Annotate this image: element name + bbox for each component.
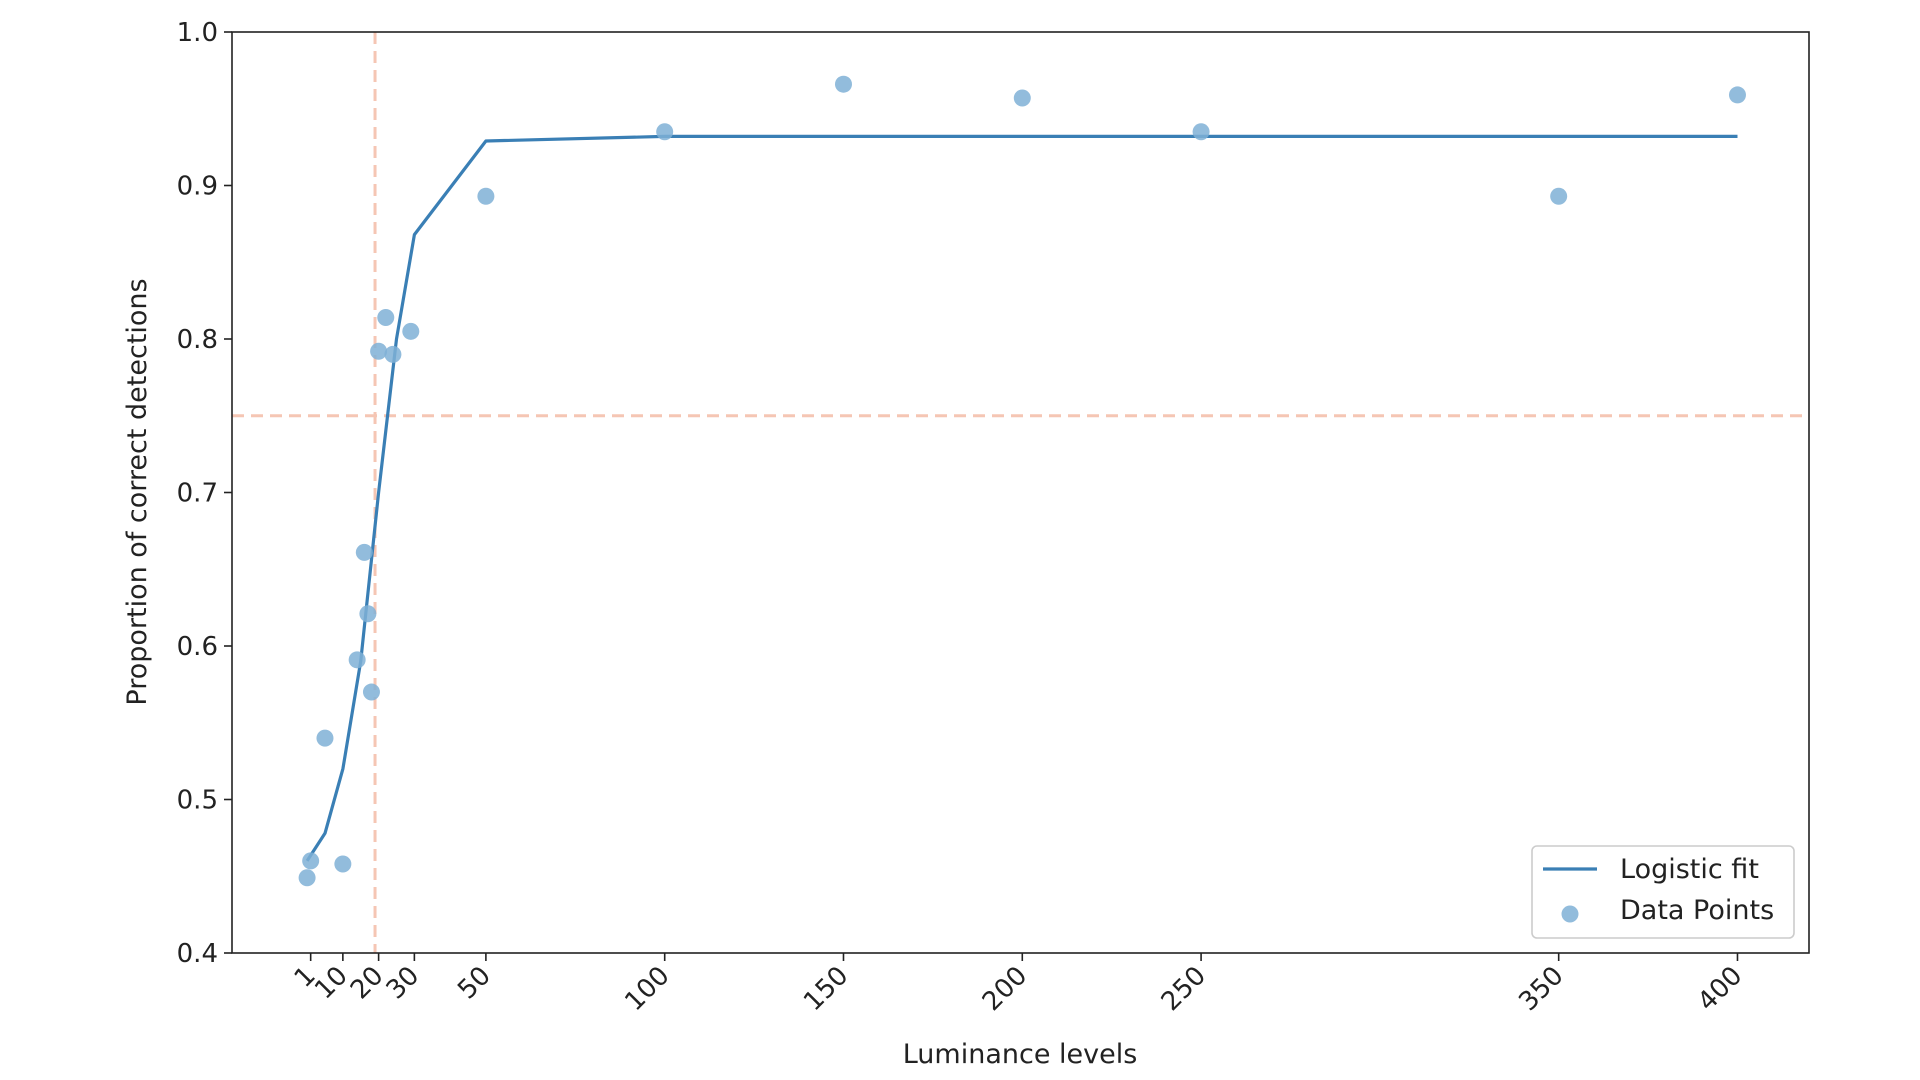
data-point [298, 869, 316, 887]
legend-box [1531, 845, 1795, 939]
logistic-fit-line [305, 134, 1738, 862]
data-point [316, 729, 334, 747]
y-axis-title: Proportion of correct detections [122, 278, 153, 705]
y-tick-label: 0.9 [177, 172, 218, 202]
y-tick-label: 0.6 [177, 632, 218, 662]
x-tick-label: 150 [798, 961, 854, 1017]
x-tick-label: 50 [452, 961, 497, 1006]
x-tick-label: 250 [1156, 961, 1212, 1017]
legend-label-logistic-fit: Logistic fit [1620, 854, 1759, 885]
y-tick-label: 0.5 [177, 786, 218, 816]
plot-area [232, 32, 1809, 953]
x-axis-title: Luminance levels [903, 1039, 1138, 1070]
x-tick-label: 400 [1692, 961, 1748, 1017]
data-points-layer [298, 75, 1746, 887]
data-point [302, 852, 320, 870]
x-tick-label: 100 [619, 961, 675, 1017]
y-tick-label: 0.8 [177, 325, 218, 355]
data-point [834, 75, 852, 93]
data-point [384, 345, 402, 363]
x-tick-label: 200 [977, 961, 1033, 1017]
y-tick-label: 0.7 [177, 479, 218, 509]
legend: Logistic fit Data Points [1531, 845, 1795, 939]
x-tick-label: 350 [1513, 961, 1569, 1017]
data-point [656, 123, 674, 141]
data-point [477, 187, 495, 205]
reference-lines [232, 32, 1809, 953]
data-point [334, 855, 352, 873]
fit-line-layer [305, 134, 1738, 862]
legend-data-points-swatch [1561, 905, 1579, 923]
y-tick-label: 1.0 [177, 18, 218, 48]
data-point [1192, 123, 1210, 141]
data-point [348, 651, 366, 669]
x-tick-label: 30 [381, 961, 426, 1006]
data-point [1550, 187, 1568, 205]
data-point [370, 342, 388, 360]
data-point [359, 605, 377, 623]
legend-label-data-points: Data Points [1620, 895, 1774, 926]
data-point [1013, 89, 1031, 107]
data-point [362, 683, 380, 701]
data-point [1728, 86, 1746, 104]
data-point [402, 322, 420, 340]
data-point [377, 309, 395, 327]
y-tick-label: 0.4 [177, 939, 218, 969]
data-point [355, 543, 373, 561]
y-axis-ticks: 0.4 0.5 0.6 0.7 0.8 0.9 1.0 [177, 18, 232, 969]
